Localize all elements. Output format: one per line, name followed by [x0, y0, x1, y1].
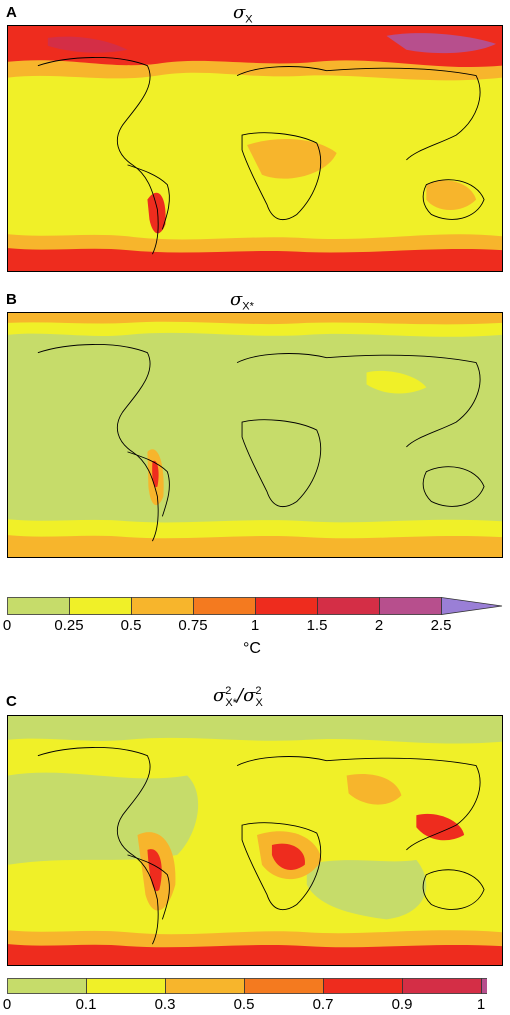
map-c-coastlines — [37, 747, 485, 945]
panel-c-label: C — [6, 693, 17, 710]
panel-a-title-sub: X — [245, 13, 253, 26]
panel-c-den-sub: X — [255, 696, 263, 709]
colorbar-tick-label: 1 — [476, 996, 486, 1013]
panel-b-title-var: σ — [230, 289, 243, 310]
map-b-arctic-core — [8, 313, 502, 325]
colorbar-tick-label: 0 — [2, 996, 12, 1013]
map-b-coastlines — [37, 344, 485, 542]
panel-b-label: B — [6, 291, 17, 308]
map-c-antarctic-core — [8, 944, 502, 965]
panel-c-title: σ2X*/σ2X — [213, 685, 263, 709]
map-b-svg — [8, 313, 502, 557]
map-c-indian-ocean-patch — [306, 859, 427, 920]
colorbar-segment — [317, 597, 380, 615]
map-c-india-patch — [346, 773, 402, 805]
colorbar-segment — [193, 597, 256, 615]
colorbar-segment — [255, 597, 318, 615]
map-a-antarctic-core — [8, 248, 502, 271]
map-c-maritime-patch — [416, 813, 465, 841]
colorbar-tick-label: 1.5 — [306, 617, 328, 634]
colorbar-tick-label: 2 — [374, 617, 384, 634]
colorbar-arrow-segment — [441, 597, 503, 615]
map-a-siberia-peak — [386, 33, 497, 54]
map-b-background — [8, 313, 502, 557]
colorbar-tick-label: 2.5 — [430, 617, 452, 634]
colorbar-segment — [69, 597, 132, 615]
colorbar-tick-label: 1 — [250, 617, 260, 634]
panel-c-num-sup: 2 — [225, 685, 232, 697]
colorbar-tick-label: 0.7 — [312, 996, 334, 1013]
colorbar-unit: °C — [243, 640, 261, 657]
colorbar-tick-label: 0 — [2, 617, 12, 634]
colorbar-bottom — [7, 978, 487, 994]
colorbar-bottom-segments — [7, 978, 487, 994]
colorbar-segment — [244, 978, 324, 994]
panel-c-num-var: σ — [213, 685, 226, 706]
colorbar-top — [7, 597, 503, 615]
panel-a-title-var: σ — [233, 2, 246, 23]
map-panel-a — [7, 25, 503, 272]
colorbar-tick-label: 0.5 — [120, 617, 142, 634]
colorbar-segment — [481, 978, 487, 994]
map-c-africa-peak — [271, 843, 305, 870]
colorbar-tick-label: 0.1 — [75, 996, 97, 1013]
colorbar-segment — [323, 978, 403, 994]
colorbar-tick-label: 0.5 — [233, 996, 255, 1013]
map-a-africa-patch — [247, 138, 337, 179]
map-a-svg — [8, 26, 502, 271]
colorbar-segment — [7, 597, 70, 615]
map-c-svg — [8, 716, 502, 965]
colorbar-top-segments — [7, 597, 503, 615]
colorbar-tick-label: 0.75 — [178, 617, 208, 634]
colorbar-segment — [86, 978, 166, 994]
map-a-arctic-core — [8, 26, 502, 68]
colorbar-tick-label: 0.25 — [54, 617, 84, 634]
panel-a-title: σX — [233, 2, 253, 26]
map-panel-b — [7, 312, 503, 558]
colorbar-tick-label: 0.3 — [154, 996, 176, 1013]
panel-b-title-sub: X* — [242, 300, 254, 313]
colorbar-segment — [165, 978, 245, 994]
map-b-asia-patch — [366, 370, 427, 394]
map-panel-c — [7, 715, 503, 966]
colorbar-segment — [402, 978, 482, 994]
panel-c-num-sub: X* — [225, 696, 238, 709]
colorbar-segment — [379, 597, 442, 615]
map-c-arctic-band — [8, 716, 502, 744]
colorbar-tick-label: 0.9 — [391, 996, 413, 1013]
map-a-coastlines — [37, 57, 485, 255]
panel-a-label: A — [6, 4, 17, 21]
panel-c-den-sup: 2 — [255, 685, 262, 697]
map-a-australia-patch — [426, 180, 477, 211]
map-c-andes-peak — [147, 849, 162, 892]
map-b-andes-peak — [152, 460, 159, 488]
map-a-andes-patch — [147, 192, 166, 234]
map-a-canada-peak — [47, 36, 128, 53]
panel-c-den-var: σ — [243, 685, 256, 706]
map-b-antarctic-core — [8, 535, 502, 557]
colorbar-segment — [7, 978, 87, 994]
panel-b-title: σX* — [230, 289, 254, 313]
colorbar-segment — [131, 597, 194, 615]
